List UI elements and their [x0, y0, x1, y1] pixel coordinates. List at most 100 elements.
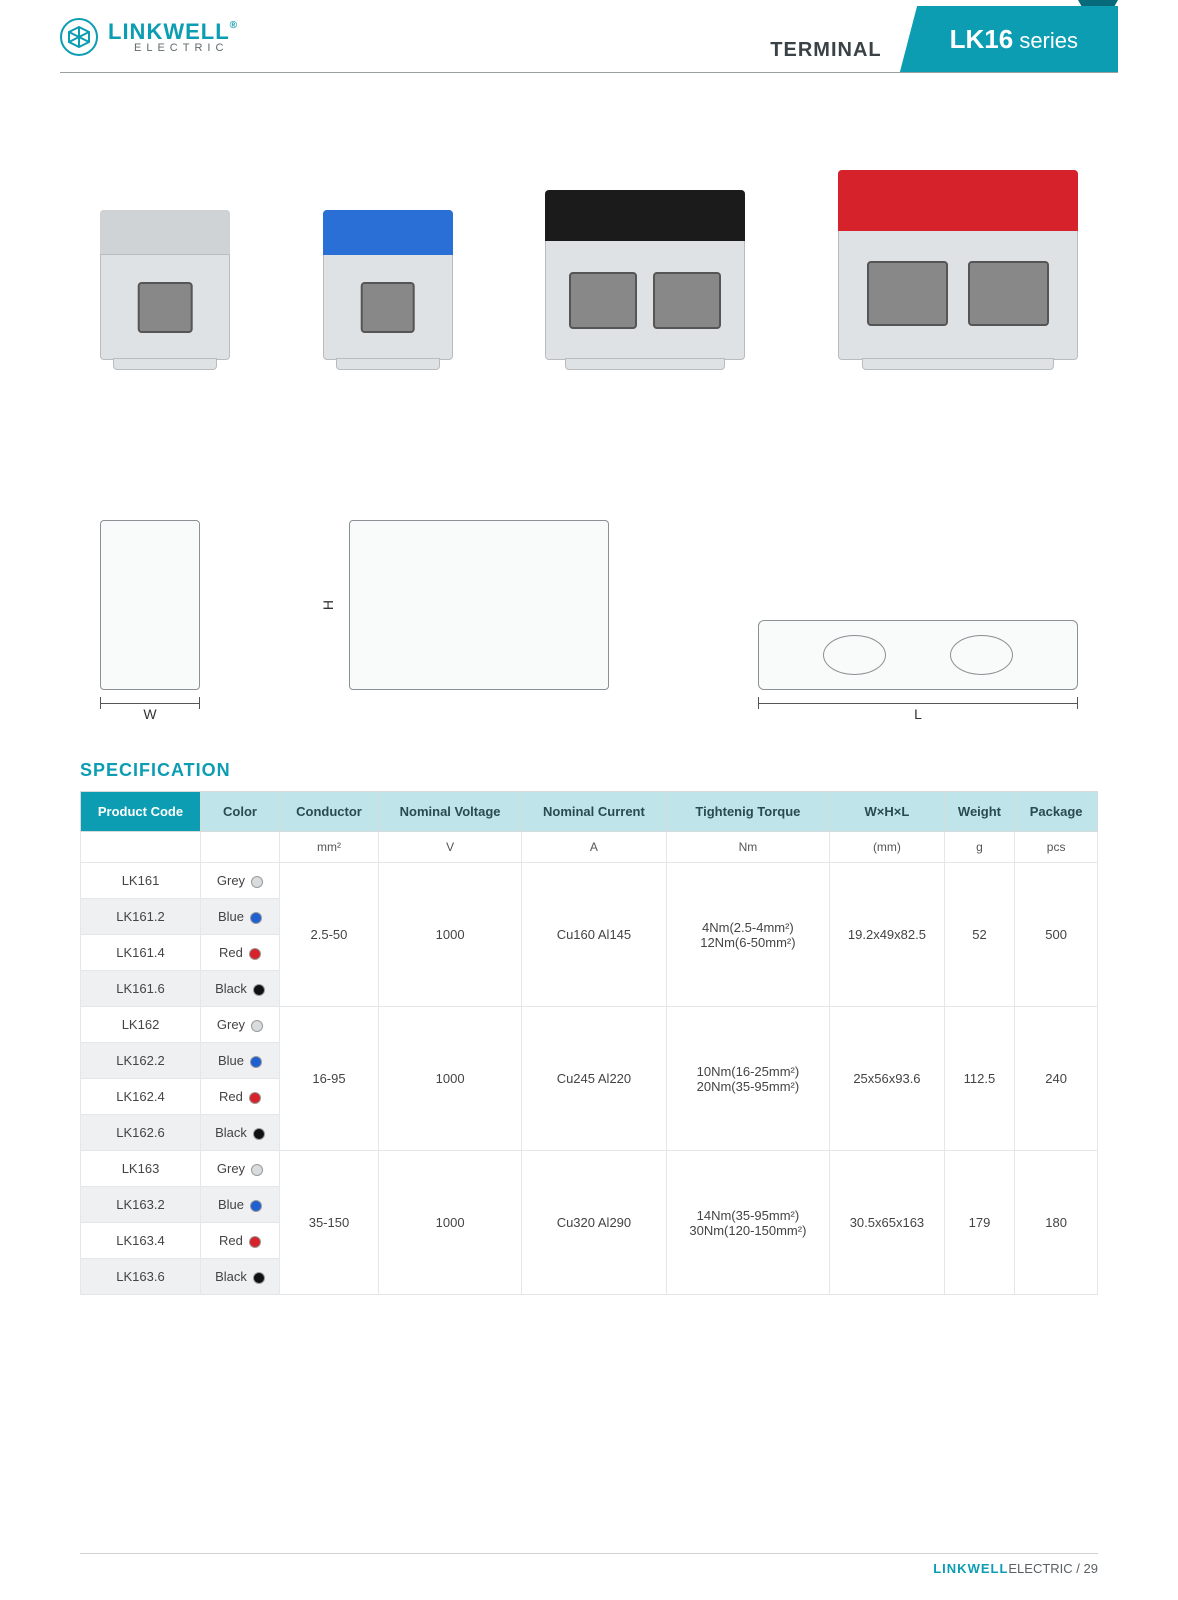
color-cell: Black — [201, 1259, 280, 1295]
dim-h-label: H — [320, 599, 336, 609]
product-code-cell: LK161.4 — [81, 935, 201, 971]
package-cell: 500 — [1015, 863, 1098, 1007]
color-swatch-icon — [253, 1272, 265, 1284]
table-header-cell: Weight — [944, 792, 1015, 832]
color-swatch-icon — [249, 1092, 261, 1104]
table-header-cell: Nominal Voltage — [378, 792, 521, 832]
color-cell: Red — [201, 935, 280, 971]
weight-cell: 112.5 — [944, 1007, 1015, 1151]
voltage-cell: 1000 — [378, 1151, 521, 1295]
table-unit-cell: A — [522, 832, 666, 863]
color-swatch-icon — [253, 1128, 265, 1140]
brand-name: LINKWELL — [108, 19, 230, 44]
product-code-cell: LK161.6 — [81, 971, 201, 1007]
dim-l-label: L — [914, 706, 922, 722]
table-header-cell: Product Code — [81, 792, 201, 832]
color-cell: Grey — [201, 863, 280, 899]
spec-title: SPECIFICATION — [80, 760, 1098, 781]
color-cell: Grey — [201, 1007, 280, 1043]
category-label: TERMINAL — [770, 39, 881, 62]
product-code-cell: LK163 — [81, 1151, 201, 1187]
color-swatch-icon — [250, 912, 262, 924]
table-row: LK163Grey35-1501000Cu320 Al29014Nm(35-95… — [81, 1151, 1098, 1187]
spec-table: Product CodeColorConductorNominal Voltag… — [80, 791, 1098, 1295]
color-cell: Blue — [201, 1043, 280, 1079]
product-code-cell: LK162.2 — [81, 1043, 201, 1079]
table-unit-cell: V — [378, 832, 521, 863]
table-header-row: Product CodeColorConductorNominal Voltag… — [81, 792, 1098, 832]
weight-cell: 179 — [944, 1151, 1015, 1295]
color-swatch-icon — [253, 984, 265, 996]
page-header: LINKWELL® ELECTRIC TERMINAL LK16 series — [0, 0, 1178, 80]
current-cell: Cu320 Al290 — [522, 1151, 666, 1295]
footer-sub: ELECTRIC — [1008, 1561, 1072, 1576]
table-header-cell: W×H×L — [830, 792, 945, 832]
product-code-cell: LK161.2 — [81, 899, 201, 935]
page-footer: LINKWELLELECTRIC / 29 — [933, 1561, 1098, 1576]
color-swatch-icon — [251, 1020, 263, 1032]
series-tab: LK16 series — [900, 6, 1118, 73]
color-swatch-icon — [249, 1236, 261, 1248]
table-unit-cell: pcs — [1015, 832, 1098, 863]
product-photo-row — [100, 170, 1078, 360]
color-cell: Blue — [201, 899, 280, 935]
table-unit-cell: mm² — [279, 832, 378, 863]
package-cell: 240 — [1015, 1007, 1098, 1151]
footer-page: 29 — [1084, 1561, 1098, 1576]
dimension-drawings: W H L — [100, 460, 1078, 690]
table-header-cell: Tightenig Torque — [666, 792, 830, 832]
specification-section: SPECIFICATION Product CodeColorConductor… — [80, 760, 1098, 1295]
product-code-cell: LK162 — [81, 1007, 201, 1043]
table-row: LK161Grey2.5-501000Cu160 Al1454Nm(2.5-4m… — [81, 863, 1098, 899]
series-strong: LK16 — [950, 24, 1014, 54]
color-cell: Red — [201, 1223, 280, 1259]
drawing-side — [349, 520, 609, 690]
table-header-cell: Nominal Current — [522, 792, 666, 832]
torque-cell: 14Nm(35-95mm²) 30Nm(120-150mm²) — [666, 1151, 830, 1295]
conductor-cell: 2.5-50 — [279, 863, 378, 1007]
whl-cell: 19.2x49x82.5 — [830, 863, 945, 1007]
product-code-cell: LK163.6 — [81, 1259, 201, 1295]
product-code-cell: LK163.4 — [81, 1223, 201, 1259]
color-swatch-icon — [251, 876, 263, 888]
drawing-front — [100, 520, 200, 690]
conductor-cell: 35-150 — [279, 1151, 378, 1295]
table-header-cell: Package — [1015, 792, 1098, 832]
table-units-row: mm²VANm(mm)gpcs — [81, 832, 1098, 863]
color-swatch-icon — [250, 1056, 262, 1068]
product-photo-red — [838, 170, 1078, 360]
color-swatch-icon — [249, 948, 261, 960]
table-unit-cell — [201, 832, 280, 863]
product-photo-grey — [100, 210, 230, 360]
package-cell: 180 — [1015, 1151, 1098, 1295]
footer-sep: / — [1073, 1561, 1084, 1576]
color-swatch-icon — [250, 1200, 262, 1212]
current-cell: Cu160 Al145 — [522, 863, 666, 1007]
dim-w-label: W — [143, 706, 156, 722]
whl-cell: 30.5x65x163 — [830, 1151, 945, 1295]
product-code-cell: LK162.6 — [81, 1115, 201, 1151]
table-row: LK162Grey16-951000Cu245 Al22010Nm(16-25m… — [81, 1007, 1098, 1043]
conductor-cell: 16-95 — [279, 1007, 378, 1151]
header-divider — [60, 72, 1118, 73]
table-unit-cell: (mm) — [830, 832, 945, 863]
color-cell: Grey — [201, 1151, 280, 1187]
voltage-cell: 1000 — [378, 1007, 521, 1151]
product-code-cell: LK161 — [81, 863, 201, 899]
table-unit-cell — [81, 832, 201, 863]
color-cell: Black — [201, 971, 280, 1007]
weight-cell: 52 — [944, 863, 1015, 1007]
product-code-cell: LK162.4 — [81, 1079, 201, 1115]
brand-reg: ® — [230, 20, 238, 31]
voltage-cell: 1000 — [378, 863, 521, 1007]
color-cell: Blue — [201, 1187, 280, 1223]
table-unit-cell: g — [944, 832, 1015, 863]
current-cell: Cu245 Al220 — [522, 1007, 666, 1151]
product-code-cell: LK163.2 — [81, 1187, 201, 1223]
product-photo-blue — [323, 210, 453, 360]
footer-brand: LINKWELL — [933, 1561, 1008, 1576]
color-swatch-icon — [251, 1164, 263, 1176]
color-cell: Black — [201, 1115, 280, 1151]
product-photo-black — [545, 190, 745, 360]
table-header-cell: Conductor — [279, 792, 378, 832]
